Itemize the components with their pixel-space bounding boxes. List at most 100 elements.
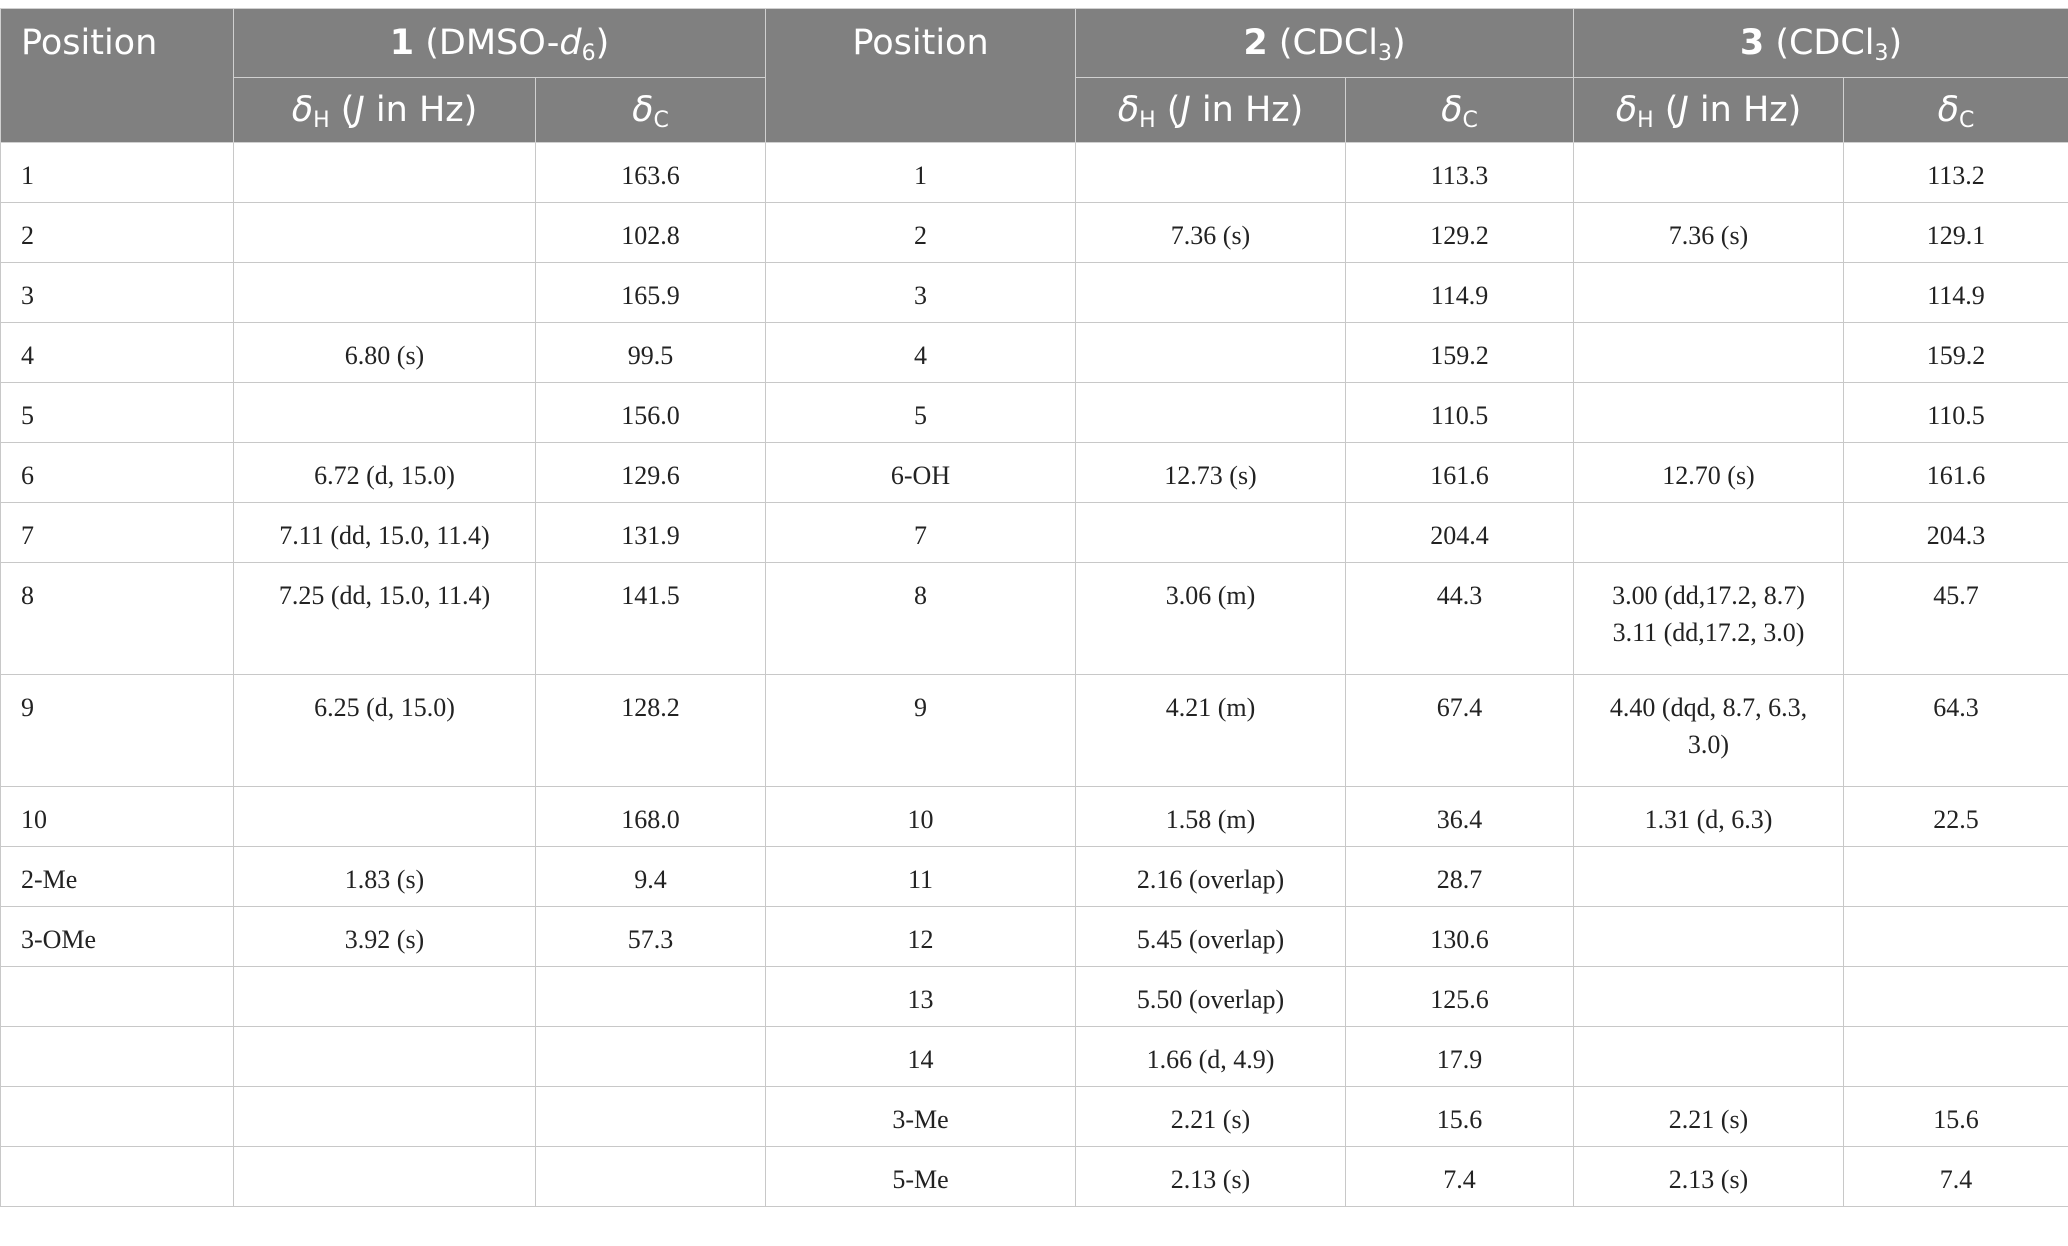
table-row: 3-Me 2.21 (s) 15.6 2.21 (s) 15.6 xyxy=(0,1086,2068,1147)
cell-delta-h-3 xyxy=(1573,966,1844,1027)
cell-delta-c-1: 168.0 xyxy=(535,786,766,847)
cell-delta-h-3-line-1: 3.00 (dd,17.2, 8.7) xyxy=(1612,581,1805,610)
cell-delta-c-3 xyxy=(1843,906,2068,967)
cell-delta-h-1: 6.72 (d, 15.0) xyxy=(233,442,536,503)
cell-position-1 xyxy=(0,1026,234,1087)
cell-delta-c-1: 57.3 xyxy=(535,906,766,967)
cell-position-2: 3 xyxy=(765,262,1076,323)
header-compound-3: 3 (CDCl3) xyxy=(1573,8,2068,78)
cell-delta-h-1: 3.92 (s) xyxy=(233,906,536,967)
cell-delta-h-1: 7.25 (dd, 15.0, 11.4) xyxy=(233,562,536,675)
cell-delta-h-2: 7.36 (s) xyxy=(1075,202,1346,263)
cell-delta-h-2: 1.66 (d, 4.9) xyxy=(1075,1026,1346,1087)
header-compound-2: 2 (CDCl3) xyxy=(1075,8,1574,78)
cell-delta-c-1 xyxy=(535,1086,766,1147)
cell-delta-c-2: 15.6 xyxy=(1345,1086,1574,1147)
table-row: 4 6.80 (s) 99.5 4 159.2 159.2 xyxy=(0,322,2068,383)
cell-delta-c-3: 15.6 xyxy=(1843,1086,2068,1147)
cell-delta-h-3: 2.21 (s) xyxy=(1573,1086,1844,1147)
cell-delta-h-1 xyxy=(233,966,536,1027)
cell-delta-c-3: 114.9 xyxy=(1843,262,2068,323)
table-row: 1 163.6 1 113.3 113.2 xyxy=(0,142,2068,203)
cell-delta-c-1: 131.9 xyxy=(535,502,766,563)
cell-position-1 xyxy=(0,1086,234,1147)
cell-delta-h-1 xyxy=(233,1146,536,1207)
cell-delta-h-1: 7.11 (dd, 15.0, 11.4) xyxy=(233,502,536,563)
cell-delta-h-2 xyxy=(1075,262,1346,323)
cell-delta-c-2: 17.9 xyxy=(1345,1026,1574,1087)
cell-position-1: 1 xyxy=(0,142,234,203)
cell-delta-h-3-line-2: 3.11 (dd,17.2, 3.0) xyxy=(1612,618,1805,647)
cell-delta-h-3-line-1: 4.40 (dqd, 8.7, 6.3, xyxy=(1609,693,1808,722)
cell-delta-h-2: 2.13 (s) xyxy=(1075,1146,1346,1207)
cell-delta-c-3 xyxy=(1843,846,2068,907)
cell-delta-c-2: 114.9 xyxy=(1345,262,1574,323)
cell-delta-c-3: 129.1 xyxy=(1843,202,2068,263)
cell-delta-h-3 xyxy=(1573,502,1844,563)
cell-position-2: 7 xyxy=(765,502,1076,563)
table-row: 13 5.50 (overlap) 125.6 xyxy=(0,966,2068,1027)
cell-delta-c-3: 110.5 xyxy=(1843,382,2068,443)
cell-delta-h-1 xyxy=(233,142,536,203)
header-delta-h-3: δH (J in Hz) xyxy=(1573,77,1844,143)
header-delta-h-1: δH (J in Hz) xyxy=(233,77,536,143)
header-position-1: Position xyxy=(0,8,234,143)
cell-delta-h-1 xyxy=(233,1026,536,1087)
cell-delta-c-1: 165.9 xyxy=(535,262,766,323)
cell-position-2: 8 xyxy=(765,562,1076,675)
table-row: 6 6.72 (d, 15.0) 129.6 6-OH 12.73 (s) 161.6 12… xyxy=(0,442,2068,503)
table-row: 5-Me 2.13 (s) 7.4 2.13 (s) 7.4 xyxy=(0,1146,2068,1207)
cell-delta-c-3: 22.5 xyxy=(1843,786,2068,847)
cell-delta-h-3 xyxy=(1573,906,1844,967)
cell-position-2: 3-Me xyxy=(765,1086,1076,1147)
cell-position-2: 12 xyxy=(765,906,1076,967)
cell-delta-h-2 xyxy=(1075,502,1346,563)
cell-delta-h-3 xyxy=(1573,1026,1844,1087)
cell-delta-c-1: 129.6 xyxy=(535,442,766,503)
table-row: 3 165.9 3 114.9 114.9 xyxy=(0,262,2068,323)
cell-delta-h-3 xyxy=(1573,846,1844,907)
header-delta-c-2: δC xyxy=(1345,77,1574,143)
cell-delta-h-3-line-2: 3.0) xyxy=(1687,730,1730,759)
cell-delta-h-1 xyxy=(233,202,536,263)
cell-delta-h-3: 7.36 (s) xyxy=(1573,202,1844,263)
cell-position-1: 5 xyxy=(0,382,234,443)
table-row: 2-Me 1.83 (s) 9.4 11 2.16 (overlap) 28.7 xyxy=(0,846,2068,907)
table-row: 9 6.25 (d, 15.0) 128.2 9 4.21 (m) 67.4 4.40 (d… xyxy=(0,674,2068,787)
cell-delta-c-1 xyxy=(535,1026,766,1087)
header-position-2: Position xyxy=(765,8,1076,143)
cell-delta-h-2: 1.58 (m) xyxy=(1075,786,1346,847)
cell-position-2: 2 xyxy=(765,202,1076,263)
cell-position-1: 3 xyxy=(0,262,234,323)
cell-delta-c-1: 163.6 xyxy=(535,142,766,203)
cell-delta-c-1: 99.5 xyxy=(535,322,766,383)
cell-delta-c-2: 129.2 xyxy=(1345,202,1574,263)
cell-delta-h-3: 3.00 (dd,17.2, 8.7) 3.11 (dd,17.2, 3.0) xyxy=(1573,562,1844,675)
table-body: 1 163.6 1 113.3 113.2 2 102.8 2 7.36 (s) 129.2 7.3… xyxy=(0,142,2068,1207)
cell-delta-c-1: 102.8 xyxy=(535,202,766,263)
cell-position-1: 8 xyxy=(0,562,234,675)
nmr-table-container: Position 1 (DMSO-d6) Position 2 (CDCl3) … xyxy=(0,8,2068,1207)
cell-delta-c-2: 28.7 xyxy=(1345,846,1574,907)
cell-delta-h-1: 6.80 (s) xyxy=(233,322,536,383)
cell-position-2: 13 xyxy=(765,966,1076,1027)
cell-delta-h-3: 2.13 (s) xyxy=(1573,1146,1844,1207)
cell-delta-h-3: 4.40 (dqd, 8.7, 6.3, 3.0) xyxy=(1573,674,1844,787)
cell-delta-c-2: 125.6 xyxy=(1345,966,1574,1027)
cell-delta-c-2: 7.4 xyxy=(1345,1146,1574,1207)
table-row: 14 1.66 (d, 4.9) 17.9 xyxy=(0,1026,2068,1087)
cell-delta-c-2: 159.2 xyxy=(1345,322,1574,383)
cell-delta-c-2: 110.5 xyxy=(1345,382,1574,443)
cell-delta-c-2: 67.4 xyxy=(1345,674,1574,787)
cell-delta-c-1: 9.4 xyxy=(535,846,766,907)
cell-delta-h-2: 5.50 (overlap) xyxy=(1075,966,1346,1027)
cell-delta-c-3: 45.7 xyxy=(1843,562,2068,675)
cell-delta-h-2: 2.16 (overlap) xyxy=(1075,846,1346,907)
cell-position-2: 1 xyxy=(765,142,1076,203)
cell-delta-h-2: 2.21 (s) xyxy=(1075,1086,1346,1147)
cell-position-2: 11 xyxy=(765,846,1076,907)
cell-delta-h-1: 1.83 (s) xyxy=(233,846,536,907)
cell-delta-c-1: 156.0 xyxy=(535,382,766,443)
cell-delta-c-3: 113.2 xyxy=(1843,142,2068,203)
cell-position-1: 9 xyxy=(0,674,234,787)
